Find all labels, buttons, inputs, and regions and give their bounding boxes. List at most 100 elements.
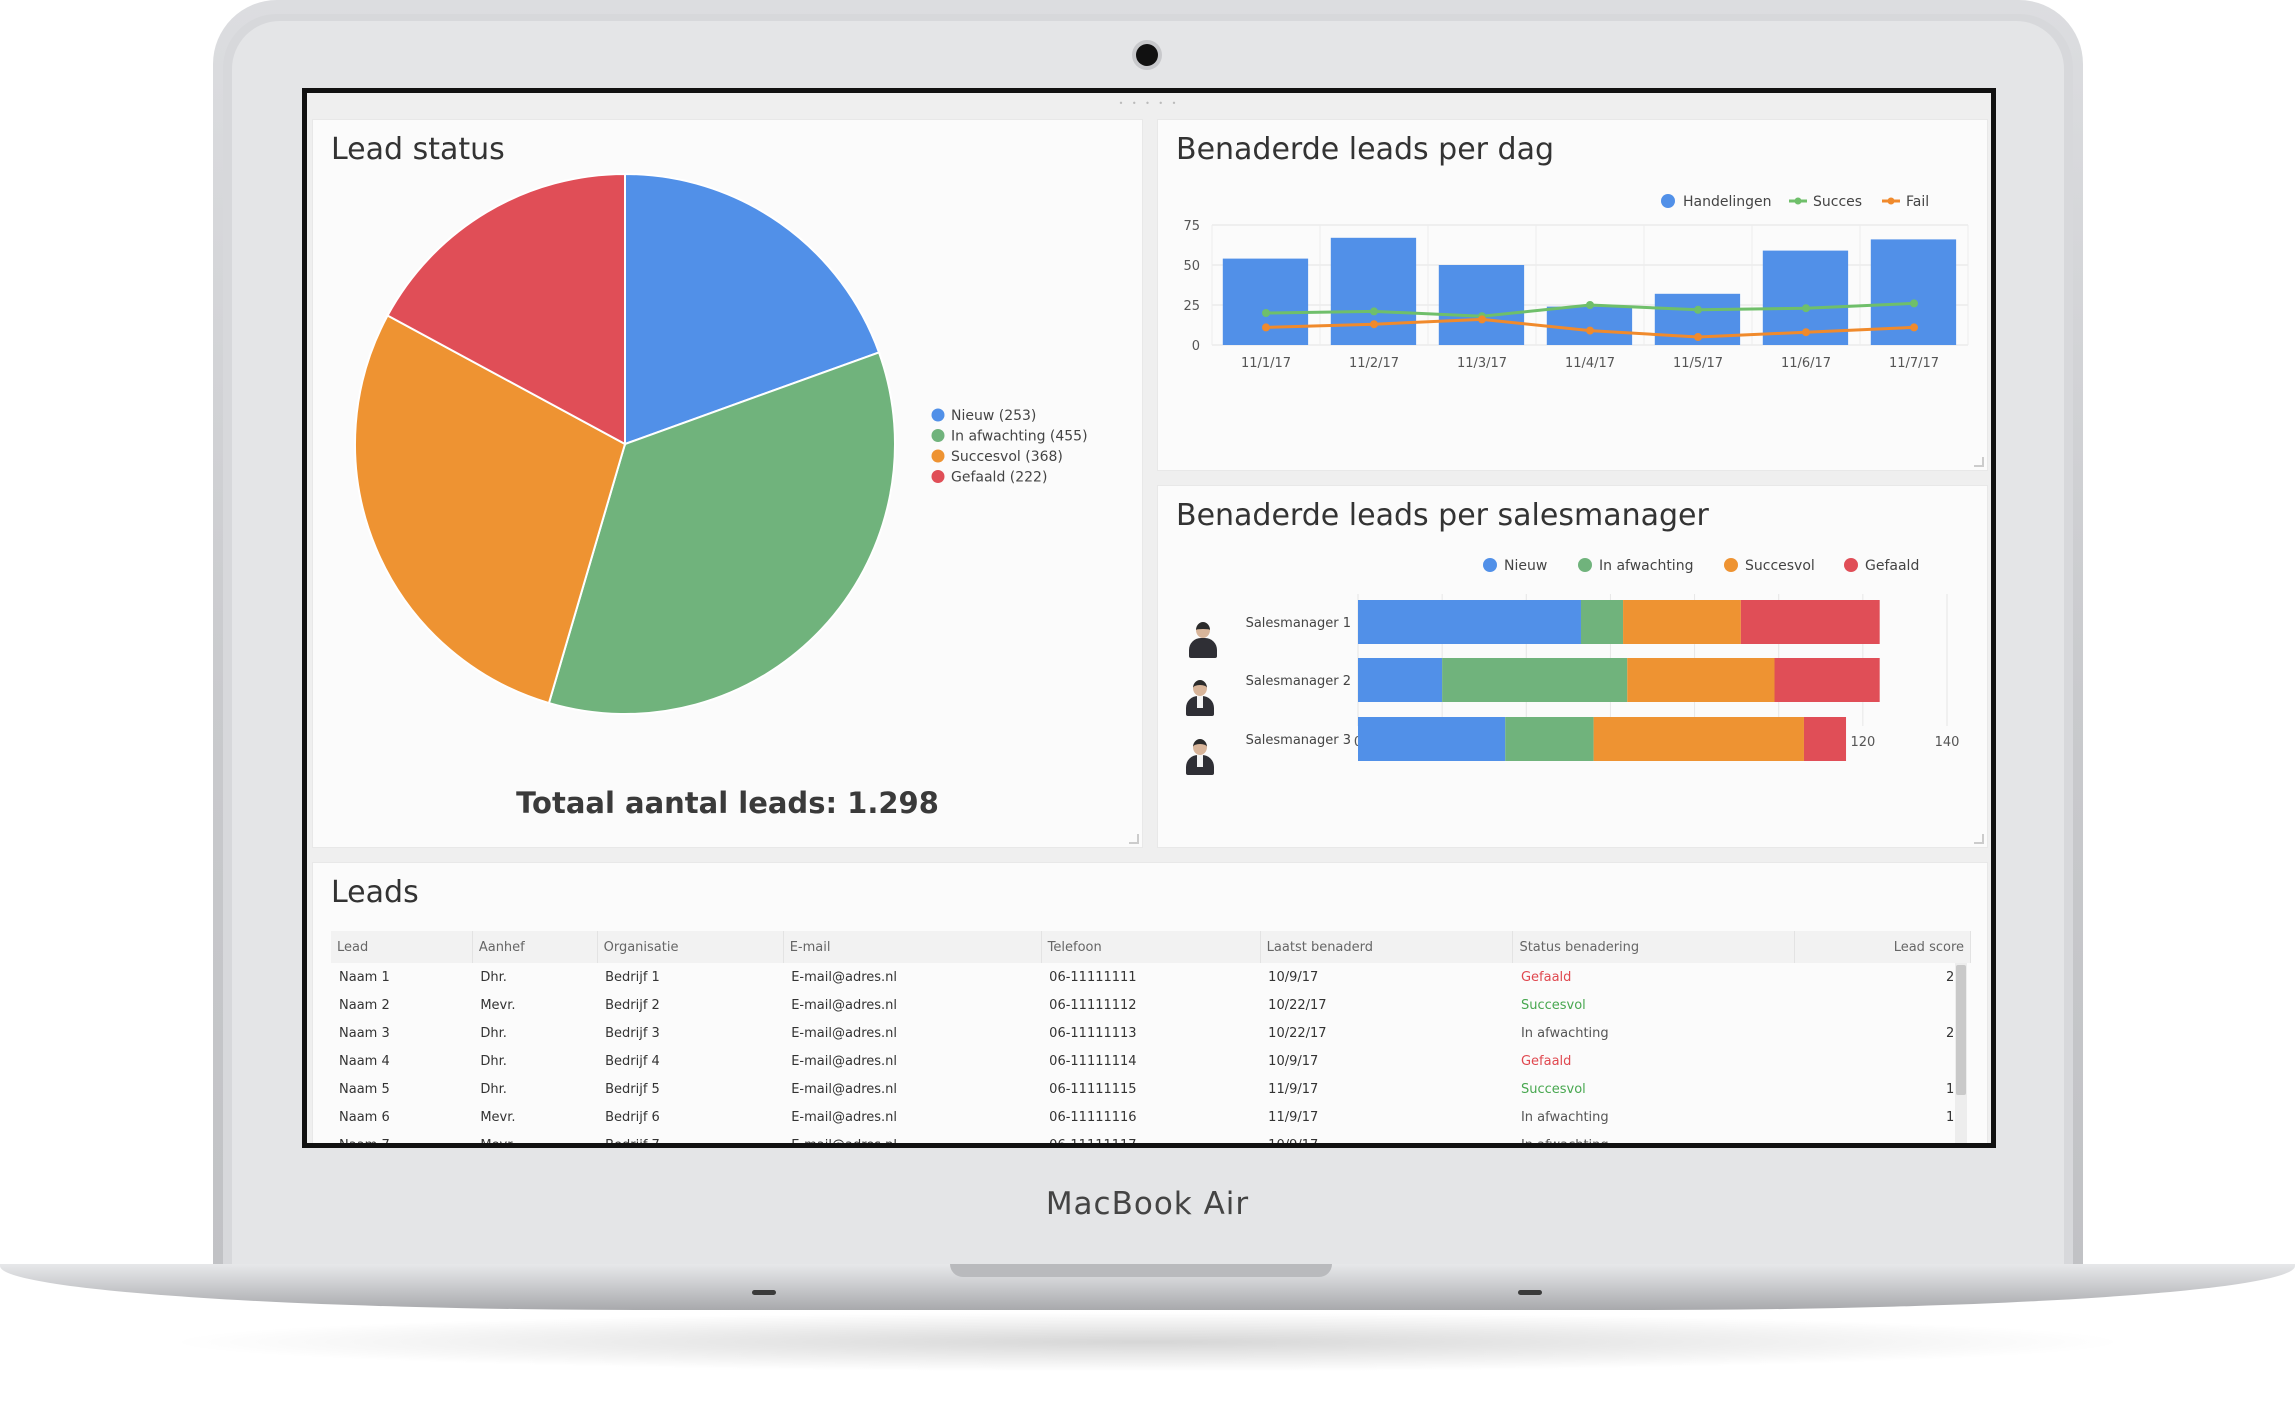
column-header[interactable]: Laatst benaderd — [1260, 931, 1514, 963]
table-cell: 28 — [1794, 963, 1970, 991]
legend-label: In afwachting (455) — [951, 429, 1088, 445]
bar-handelingen[interactable] — [1222, 258, 1309, 345]
table-cell: Bedrijf 5 — [605, 1081, 660, 1097]
column-header[interactable]: Lead — [331, 931, 473, 963]
y-tick-label: 50 — [1183, 259, 1200, 274]
leads-per-salesmanager-title: Benaderde leads per salesmanager — [1176, 498, 1709, 533]
dashboard: • • • • • Lead status Nieuw (253) In afwa… — [307, 93, 1991, 1143]
point-fail[interactable] — [1910, 323, 1918, 332]
table-cell: Succesvol — [1520, 1081, 1586, 1097]
point-fail[interactable] — [1694, 333, 1702, 341]
legend-marker — [1483, 558, 1497, 572]
column-header[interactable]: Telefoon — [1041, 931, 1261, 963]
x-tick-label: 11/4/17 — [1565, 356, 1615, 371]
resize-handle[interactable] — [1129, 834, 1139, 844]
table-cell: 06-11111115 — [1049, 1081, 1137, 1097]
table-cell: Naam 3 — [339, 1025, 390, 1041]
bar-segment-nieuw[interactable] — [1358, 658, 1443, 702]
point-fail[interactable] — [1478, 315, 1486, 324]
table-cell: E-mail@adres.nl — [791, 1081, 898, 1097]
bar-segment-nieuw[interactable] — [1358, 600, 1581, 644]
category-label: Salesmanager 1 — [1246, 616, 1351, 631]
bar-segment-nieuw[interactable] — [1358, 717, 1506, 761]
legend-label: Succes — [1813, 194, 1862, 210]
bar-segment-gefaald[interactable] — [1774, 658, 1880, 702]
column-header[interactable]: E-mail — [783, 931, 1042, 963]
bar-handelingen[interactable] — [1330, 237, 1417, 345]
x-tick-label: 11/7/17 — [1889, 356, 1939, 371]
point-fail[interactable] — [1262, 323, 1270, 332]
leads-per-dag-title: Benaderde leads per dag — [1176, 132, 1555, 167]
bar-segment-in-afwachting[interactable] — [1580, 600, 1624, 644]
legend-marker — [1724, 558, 1738, 572]
x-tick-label: 11/1/17 — [1241, 356, 1291, 371]
y-tick-label: 75 — [1183, 219, 1200, 234]
bar-segment-succesvol[interactable] — [1627, 658, 1775, 702]
bar-segment-gefaald[interactable] — [1803, 717, 1847, 761]
column-header[interactable]: Status benadering — [1512, 931, 1795, 963]
legend-marker — [1844, 558, 1858, 572]
y-tick-label: 25 — [1183, 299, 1200, 314]
pie-slice-gefaald[interactable] — [386, 172, 626, 446]
resize-handle[interactable] — [1974, 457, 1984, 467]
legend-label: Nieuw (253) — [951, 408, 1036, 424]
table-row[interactable]: Naam 2 Mevr. Bedrijf 2 E-mail@adres.nl 06-11… — [331, 991, 1971, 1019]
bar-segment-gefaald[interactable] — [1740, 600, 1880, 644]
resize-handle[interactable] — [1974, 834, 1984, 844]
table-cell: Naam 2 — [339, 997, 390, 1013]
page-indicator-dots[interactable]: • • • • • — [1118, 99, 1180, 108]
table-row[interactable]: Naam 3 Dhr. Bedrijf 3 E-mail@adres.nl 06-111… — [331, 1019, 1971, 1047]
column-header[interactable]: Organisatie — [597, 931, 784, 963]
pie-slice-succesvol[interactable] — [354, 314, 627, 705]
total-leads-label: Totaal aantal leads: 1.298 — [516, 786, 939, 820]
point-fail[interactable] — [1586, 326, 1594, 335]
table-cell: Bedrijf 7 — [597, 1131, 783, 1144]
table-row[interactable]: Naam 1 Dhr. Bedrijf 1 E-mail@adres.nl 06-111… — [331, 963, 1971, 991]
table-row[interactable]: Naam 6 Mevr. Bedrijf 6 E-mail@adres.nl 06-11… — [331, 1103, 1971, 1131]
lead-status-title: Lead status — [331, 132, 505, 167]
point-succes[interactable] — [1370, 307, 1378, 316]
table-row[interactable]: Naam 7Mevr.Bedrijf 7E-mail@adres.nl06-11… — [331, 1131, 1971, 1144]
x-tick-label: 11/6/17 — [1781, 356, 1831, 371]
bar-segment-succesvol[interactable] — [1593, 717, 1804, 761]
leads-table: Lead Aanhef Organisatie E-mail Telefoon Laats… — [331, 931, 1972, 1144]
bar-handelingen[interactable] — [1546, 306, 1633, 345]
table-cell: 10/9/17 — [1268, 969, 1319, 985]
legend-label: In afwachting — [1599, 558, 1693, 574]
point-fail[interactable] — [1370, 320, 1378, 329]
table-cell: 10/9/17 — [1268, 1053, 1319, 1069]
table-scrollbar[interactable] — [1955, 963, 1967, 1143]
point-succes[interactable] — [1586, 301, 1594, 309]
point-succes[interactable] — [1694, 305, 1702, 314]
table-cell: Gefaald — [1520, 969, 1572, 985]
table-cell: 22 — [1794, 1019, 1970, 1047]
point-succes[interactable] — [1910, 299, 1918, 308]
pie-slice-nieuw[interactable] — [624, 172, 881, 446]
bar-handelingen[interactable] — [1438, 265, 1525, 345]
bar-segment-succesvol[interactable] — [1623, 600, 1741, 644]
bar-segment-in-afwachting[interactable] — [1505, 717, 1594, 761]
x-tick-label: 11/2/17 — [1349, 356, 1399, 371]
leads-per-salesmanager-panel: Benaderde leads per salesmanager Nieuw In… — [1158, 486, 1987, 847]
category-label: Salesmanager 2 — [1246, 674, 1351, 689]
point-succes[interactable] — [1262, 309, 1270, 317]
point-succes[interactable] — [1802, 304, 1810, 313]
legend-marker — [1661, 194, 1675, 208]
column-header[interactable]: Lead score — [1794, 931, 1972, 963]
pie-slice-in-afwachting[interactable] — [547, 351, 896, 715]
table-row[interactable]: Naam 4 Dhr. Bedrijf 4 E-mail@adres.nl 06-111… — [331, 1047, 1971, 1075]
legend-marker — [931, 449, 945, 463]
bar-segment-in-afwachting[interactable] — [1442, 658, 1628, 702]
table-cell: E-mail@adres.nl — [783, 1131, 1041, 1144]
table-cell: 5 — [1794, 1047, 1970, 1075]
table-header-row: Lead Aanhef Organisatie E-mail Telefoon Laats… — [331, 931, 1972, 963]
table-cell: 06-11111114 — [1049, 1053, 1137, 1069]
point-fail[interactable] — [1802, 328, 1810, 337]
table-cell: 06-11111113 — [1049, 1025, 1137, 1041]
table-scrollbar-thumb[interactable] — [1956, 965, 1966, 1095]
legend-label: Succesvol (368) — [951, 449, 1063, 465]
column-header[interactable]: Aanhef — [472, 931, 598, 963]
table-cell: 10/22/17 — [1268, 997, 1327, 1013]
table-cell: 06-11111116 — [1049, 1109, 1137, 1125]
table-row[interactable]: Naam 5 Dhr. Bedrijf 5 E-mail@adres.nl 06-111… — [331, 1075, 1971, 1103]
